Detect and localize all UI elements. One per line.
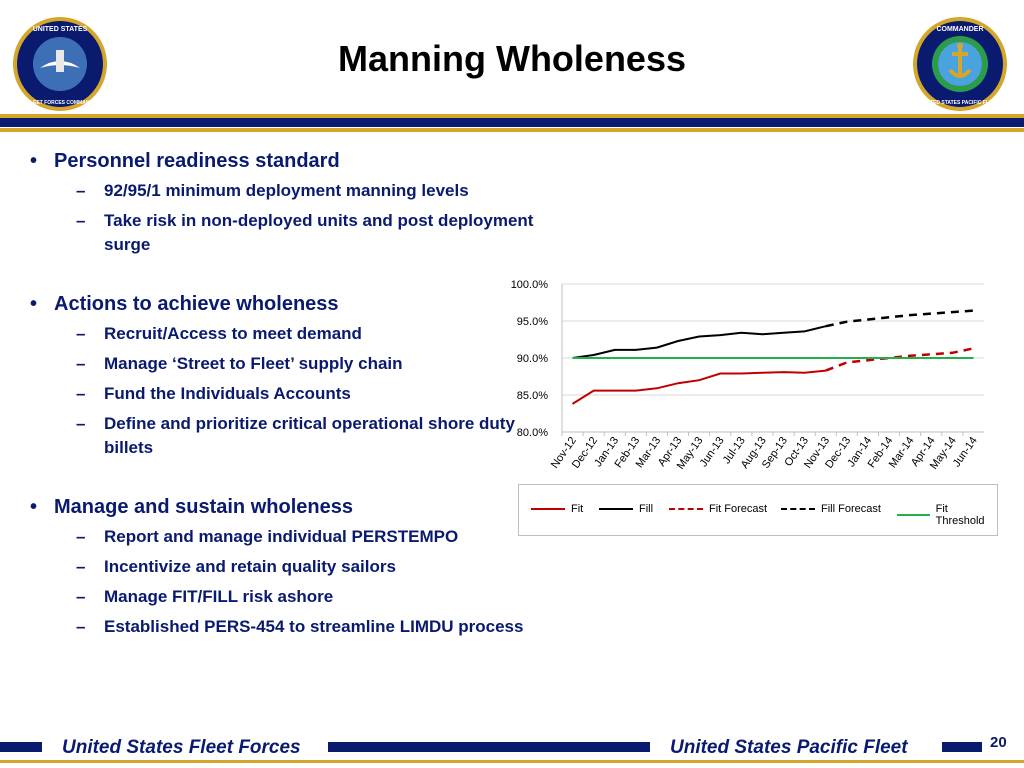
sub-bullet: Define and prioritize critical operation… — [30, 412, 544, 460]
series-line-fit — [571, 369, 826, 405]
page-number: 20 — [990, 734, 1007, 751]
sub-bullet: Manage FIT/FILL risk ashore — [30, 585, 544, 609]
footer-bar-left — [0, 742, 42, 752]
legend-swatch — [669, 508, 703, 510]
legend-swatch — [897, 514, 930, 516]
bullet-sustain: Manage and sustain wholeness — [30, 496, 540, 519]
footer-bar-right — [942, 742, 982, 752]
bullet-readiness: Personnel readiness standard — [30, 150, 540, 173]
svg-text:UNITED STATES: UNITED STATES — [33, 26, 88, 33]
legend-swatch — [781, 508, 815, 510]
svg-text:COMMANDER: COMMANDER — [936, 26, 983, 33]
sub-bullet: Report and manage individual PERSTEMPO — [30, 525, 544, 549]
header-divider-gold — [0, 114, 1024, 118]
bullet-list: Personnel readiness standard 92/95/1 min… — [30, 150, 540, 645]
y-tick-label: 80.0% — [517, 427, 548, 439]
legend-swatch — [599, 508, 633, 510]
legend-label: Fit Threshold — [935, 503, 985, 527]
fleet-forces-seal-icon: UNITED STATES FLEET FORCES COMMAND — [12, 16, 108, 112]
y-tick-label: 90.0% — [517, 353, 548, 365]
sub-bullet: Manage ‘Street to Fleet’ supply chain — [30, 352, 544, 376]
series-line-fit-forecast — [825, 347, 974, 372]
legend-label: Fill — [639, 503, 654, 515]
footer-left-label: United States Fleet Forces — [62, 737, 301, 758]
header-divider-gold-lower — [0, 128, 1024, 132]
bullet-actions: Actions to achieve wholeness — [30, 293, 540, 316]
series-line-fill — [572, 325, 827, 359]
footer-bar-middle — [328, 742, 650, 752]
legend-item: Fill Forecast — [781, 503, 881, 515]
manning-line-chart: 100.0%95.0%90.0%85.0%80.0%Nov-12Dec-12Ja… — [511, 279, 984, 472]
sub-bullet: Established PERS-454 to streamline LIMDU… — [30, 615, 544, 639]
y-tick-label: 95.0% — [517, 316, 548, 328]
sub-bullet: Take risk in non-deployed units and post… — [30, 209, 544, 257]
footer-divider-gold — [0, 760, 1024, 763]
legend-label: Fit — [571, 503, 584, 515]
pacific-fleet-seal-icon: COMMANDER UNITED STATES PACIFIC FLEET — [912, 16, 1008, 112]
chart-legend: Fit Fill Fit Forecast Fill Forecast Fit Thre… — [518, 484, 998, 536]
sub-bullet: 92/95/1 minimum deployment manning level… — [30, 179, 544, 203]
page-title: Manning Wholeness — [337, 38, 686, 79]
sub-bullet: Incentivize and retain quality sailors — [30, 555, 544, 579]
legend-label: Fit Forecast — [709, 503, 768, 515]
svg-text:UNITED STATES PACIFIC FLEET: UNITED STATES PACIFIC FLEET — [921, 100, 998, 106]
legend-label: Fill Forecast — [821, 503, 881, 515]
legend-swatch — [531, 508, 565, 510]
legend-item: Fit Threshold — [897, 503, 997, 527]
legend-item: Fill — [599, 503, 653, 515]
legend-item: Fit Forecast — [669, 503, 767, 515]
y-tick-label: 100.0% — [511, 279, 549, 291]
svg-text:FLEET FORCES COMMAND: FLEET FORCES COMMAND — [27, 100, 93, 106]
header-divider-navy — [0, 118, 1024, 127]
sub-bullet: Fund the Individuals Accounts — [30, 382, 544, 406]
sub-bullet: Recruit/Access to meet demand — [30, 322, 544, 346]
y-tick-label: 85.0% — [517, 390, 548, 402]
series-line-fill-forecast — [825, 309, 974, 328]
legend-item: Fit — [531, 503, 583, 515]
footer-right-label: United States Pacific Fleet — [670, 737, 908, 758]
